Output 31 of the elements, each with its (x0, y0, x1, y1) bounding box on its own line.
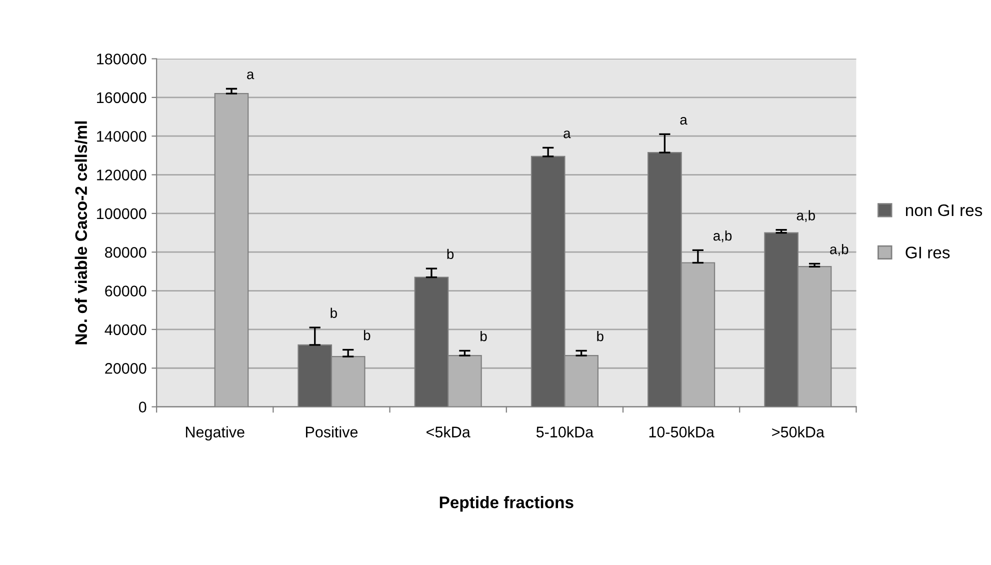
y-axis-title: No. of viable Caco-2 cells/ml (74, 121, 88, 344)
x-tick-label: 5-10kDa (536, 426, 594, 438)
y-tick-label: 40000 (104, 324, 146, 336)
data-label: a (564, 130, 571, 138)
data-label: a (247, 72, 254, 80)
x-axis-title: Peptide fractions (440, 496, 574, 512)
data-label: a,b (796, 210, 815, 222)
x-tick-label: Negative (186, 426, 244, 440)
data-label: b (330, 308, 337, 318)
y-tick-label: 80000 (105, 246, 146, 258)
x-tick-label: Positive (306, 426, 358, 438)
legend-label: GI res (906, 246, 950, 258)
data-label: b (447, 248, 454, 260)
data-label: a,b (830, 244, 848, 256)
data-label: a (680, 117, 688, 125)
y-tick-label: 60000 (105, 286, 146, 296)
data-label: b (480, 331, 487, 342)
x-tick-label: 10-50kDa (649, 426, 714, 438)
y-tick-label: 100000 (97, 208, 146, 220)
y-tick-label: 160000 (97, 92, 146, 104)
y-tick-label: 0 (138, 402, 146, 412)
y-tick-label: 140000 (97, 130, 146, 142)
data-label: b (364, 330, 370, 340)
legend-label: non GI res (906, 204, 982, 216)
data-label: a,b (713, 230, 732, 242)
x-tick-label: >50kDa (772, 426, 824, 438)
y-tick-label: 120000 (97, 170, 146, 180)
x-tick-label: <5kDa (426, 426, 470, 438)
y-tick-label: 20000 (105, 362, 146, 374)
y-tick-label: 180000 (97, 54, 146, 64)
data-label: b (597, 331, 604, 342)
